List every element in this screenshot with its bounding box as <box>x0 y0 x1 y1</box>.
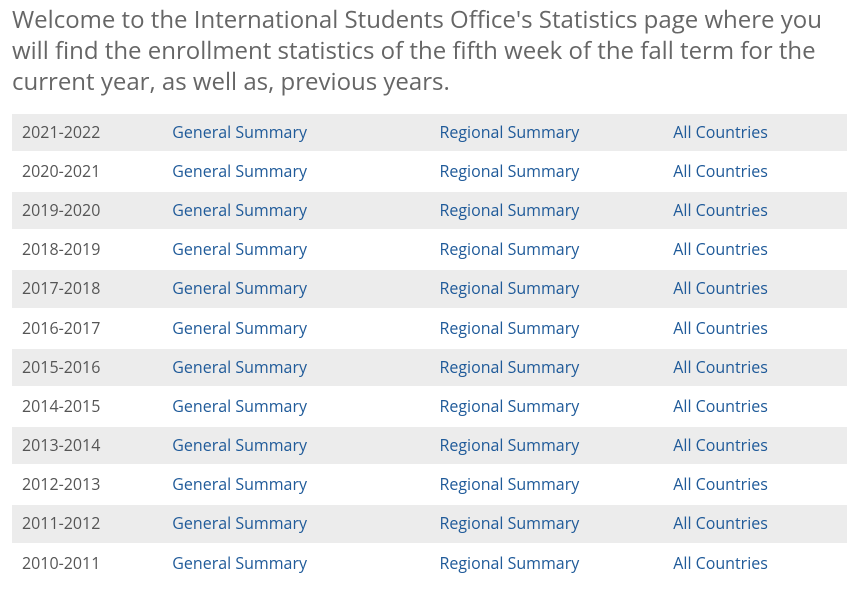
all-countries-link[interactable]: All Countries <box>673 434 768 456</box>
link-cell: Regional Summary <box>429 310 663 347</box>
link-cell: General Summary <box>162 505 429 542</box>
link-cell: General Summary <box>162 153 429 190</box>
link-cell: All Countries <box>663 505 847 542</box>
regional-summary-link[interactable]: Regional Summary <box>439 473 579 495</box>
table-row: 2013-2014 General Summary Regional Summary… <box>12 427 847 464</box>
all-countries-link[interactable]: All Countries <box>673 317 768 339</box>
link-cell: General Summary <box>162 466 429 503</box>
all-countries-link[interactable]: All Countries <box>673 121 768 143</box>
table-row: 2021-2022 General Summary Regional Summary… <box>12 114 847 151</box>
table-row: 2020-2021 General Summary Regional Summary… <box>12 153 847 190</box>
general-summary-link[interactable]: General Summary <box>172 317 307 339</box>
year-cell: 2015-2016 <box>12 349 162 386</box>
year-cell: 2013-2014 <box>12 427 162 464</box>
page-intro: Welcome to the International Students Of… <box>12 4 847 98</box>
link-cell: All Countries <box>663 310 847 347</box>
table-row: 2012-2013 General Summary Regional Summary… <box>12 466 847 503</box>
regional-summary-link[interactable]: Regional Summary <box>439 199 579 221</box>
regional-summary-link[interactable]: Regional Summary <box>439 277 579 299</box>
year-cell: 2021-2022 <box>12 114 162 151</box>
general-summary-link[interactable]: General Summary <box>172 552 307 574</box>
general-summary-link[interactable]: General Summary <box>172 121 307 143</box>
link-cell: General Summary <box>162 427 429 464</box>
all-countries-link[interactable]: All Countries <box>673 277 768 299</box>
year-cell: 2012-2013 <box>12 466 162 503</box>
year-cell: 2016-2017 <box>12 310 162 347</box>
table-row: 2019-2020 General Summary Regional Summary… <box>12 192 847 229</box>
link-cell: Regional Summary <box>429 545 663 582</box>
link-cell: Regional Summary <box>429 114 663 151</box>
link-cell: General Summary <box>162 545 429 582</box>
year-cell: 2018-2019 <box>12 231 162 268</box>
table-row: 2014-2015 General Summary Regional Summary… <box>12 388 847 425</box>
general-summary-link[interactable]: General Summary <box>172 199 307 221</box>
link-cell: Regional Summary <box>429 427 663 464</box>
year-cell: 2010-2011 <box>12 545 162 582</box>
link-cell: General Summary <box>162 114 429 151</box>
table-row: 2015-2016 General Summary Regional Summary… <box>12 349 847 386</box>
link-cell: All Countries <box>663 231 847 268</box>
year-cell: 2017-2018 <box>12 270 162 307</box>
table-row: 2016-2017 General Summary Regional Summary… <box>12 310 847 347</box>
link-cell: Regional Summary <box>429 505 663 542</box>
table-row: 2010-2011 General Summary Regional Summary… <box>12 545 847 582</box>
link-cell: Regional Summary <box>429 153 663 190</box>
regional-summary-link[interactable]: Regional Summary <box>439 395 579 417</box>
general-summary-link[interactable]: General Summary <box>172 238 307 260</box>
regional-summary-link[interactable]: Regional Summary <box>439 434 579 456</box>
general-summary-link[interactable]: General Summary <box>172 277 307 299</box>
link-cell: All Countries <box>663 545 847 582</box>
regional-summary-link[interactable]: Regional Summary <box>439 512 579 534</box>
general-summary-link[interactable]: General Summary <box>172 473 307 495</box>
general-summary-link[interactable]: General Summary <box>172 160 307 182</box>
all-countries-link[interactable]: All Countries <box>673 395 768 417</box>
regional-summary-link[interactable]: Regional Summary <box>439 552 579 574</box>
year-cell: 2020-2021 <box>12 153 162 190</box>
all-countries-link[interactable]: All Countries <box>673 199 768 221</box>
all-countries-link[interactable]: All Countries <box>673 356 768 378</box>
link-cell: General Summary <box>162 310 429 347</box>
regional-summary-link[interactable]: Regional Summary <box>439 317 579 339</box>
link-cell: Regional Summary <box>429 192 663 229</box>
year-cell: 2014-2015 <box>12 388 162 425</box>
all-countries-link[interactable]: All Countries <box>673 160 768 182</box>
general-summary-link[interactable]: General Summary <box>172 356 307 378</box>
statistics-table: 2021-2022 General Summary Regional Summary… <box>12 112 847 584</box>
link-cell: General Summary <box>162 192 429 229</box>
all-countries-link[interactable]: All Countries <box>673 512 768 534</box>
link-cell: Regional Summary <box>429 466 663 503</box>
general-summary-link[interactable]: General Summary <box>172 434 307 456</box>
link-cell: All Countries <box>663 153 847 190</box>
all-countries-link[interactable]: All Countries <box>673 473 768 495</box>
year-cell: 2019-2020 <box>12 192 162 229</box>
general-summary-link[interactable]: General Summary <box>172 512 307 534</box>
table-row: 2011-2012 General Summary Regional Summary… <box>12 505 847 542</box>
link-cell: All Countries <box>663 270 847 307</box>
link-cell: All Countries <box>663 388 847 425</box>
regional-summary-link[interactable]: Regional Summary <box>439 121 579 143</box>
all-countries-link[interactable]: All Countries <box>673 238 768 260</box>
link-cell: All Countries <box>663 349 847 386</box>
all-countries-link[interactable]: All Countries <box>673 552 768 574</box>
link-cell: All Countries <box>663 114 847 151</box>
year-cell: 2011-2012 <box>12 505 162 542</box>
link-cell: General Summary <box>162 349 429 386</box>
link-cell: General Summary <box>162 270 429 307</box>
regional-summary-link[interactable]: Regional Summary <box>439 238 579 260</box>
link-cell: General Summary <box>162 388 429 425</box>
link-cell: All Countries <box>663 427 847 464</box>
table-row: 2018-2019 General Summary Regional Summary… <box>12 231 847 268</box>
link-cell: All Countries <box>663 192 847 229</box>
link-cell: All Countries <box>663 466 847 503</box>
link-cell: Regional Summary <box>429 349 663 386</box>
link-cell: Regional Summary <box>429 231 663 268</box>
link-cell: Regional Summary <box>429 388 663 425</box>
link-cell: General Summary <box>162 231 429 268</box>
regional-summary-link[interactable]: Regional Summary <box>439 160 579 182</box>
regional-summary-link[interactable]: Regional Summary <box>439 356 579 378</box>
general-summary-link[interactable]: General Summary <box>172 395 307 417</box>
table-row: 2017-2018 General Summary Regional Summary… <box>12 270 847 307</box>
statistics-table-body: 2021-2022 General Summary Regional Summary… <box>12 114 847 582</box>
link-cell: Regional Summary <box>429 270 663 307</box>
